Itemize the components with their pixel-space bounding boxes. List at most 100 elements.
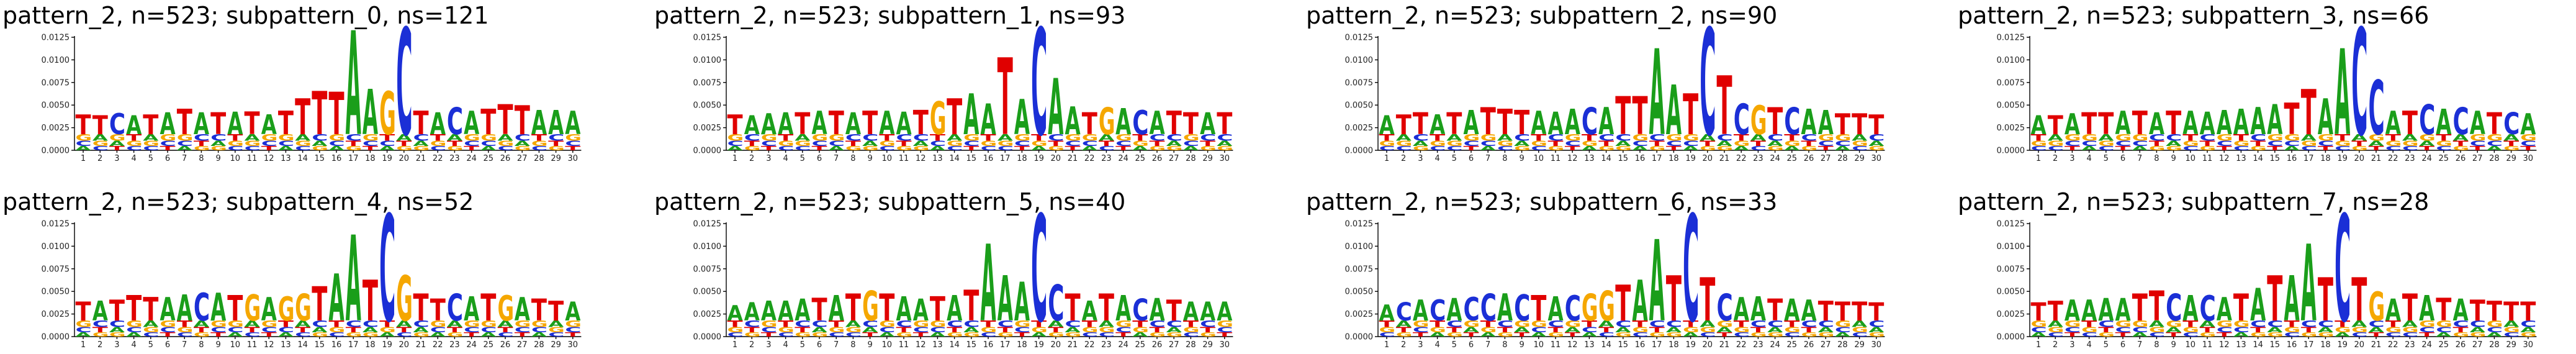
logo-letter-G: G — [413, 331, 430, 338]
logo-letter-A: A — [1700, 319, 1716, 329]
logo-letter-G: G — [2250, 331, 2267, 338]
logo-letter-T: T — [2149, 283, 2165, 330]
x-tick-label: 14 — [949, 154, 960, 163]
panel-title: pattern_2, n=523; subpattern_4, ns=52 — [2, 188, 474, 216]
logo-letter-G: G — [963, 132, 980, 143]
logo-letter-C: C — [2267, 139, 2283, 148]
x-tick-label: 27 — [517, 154, 528, 163]
logo-letter-G: G — [1430, 139, 1446, 148]
logo-letter-A: A — [761, 296, 777, 327]
logo-letter-A: A — [1031, 145, 1047, 152]
y-tick-label: 0.0050 — [693, 288, 722, 297]
logo-letter-T: T — [126, 289, 142, 329]
logo-letter-G: G — [778, 139, 795, 148]
logo-letter-G: G — [261, 319, 278, 329]
y-tick-label: 0.0075 — [42, 78, 70, 88]
logo-letter-G: G — [1818, 132, 1835, 143]
logo-letter-A: A — [980, 95, 996, 144]
y-tick-label: 0.0100 — [42, 56, 70, 65]
logo-letter-C: C — [1818, 319, 1834, 329]
logo-letter-T: T — [811, 292, 827, 328]
logo-letter-C: C — [328, 139, 345, 148]
logo-letter-C: C — [1868, 133, 1885, 143]
logo-letter-T: T — [2520, 145, 2536, 152]
logo-letter-A: A — [998, 263, 1013, 335]
x-tick-label: 9 — [867, 154, 872, 163]
logo-letter-G: G — [811, 132, 828, 143]
x-tick-label: 20 — [399, 154, 410, 163]
x-tick-label: 17 — [2304, 340, 2314, 350]
x-tick-label: 9 — [2171, 340, 2176, 350]
logo-letter-A: A — [194, 106, 209, 141]
x-tick-label: 16 — [331, 340, 342, 350]
logo-letter-C: C — [795, 145, 811, 152]
logo-letter-G: G — [2487, 319, 2503, 329]
logo-letter-G: G — [2402, 325, 2419, 334]
logo-letter-C: C — [194, 133, 210, 143]
x-tick-label: 13 — [932, 340, 943, 350]
logo-letter-G: G — [1767, 331, 1784, 338]
logo-letter-C: C — [1082, 139, 1098, 148]
logo-letter-A: A — [413, 325, 428, 334]
logo-letter-T: T — [1183, 319, 1199, 329]
x-tick-label: 21 — [416, 154, 426, 163]
x-tick-label: 10 — [230, 154, 241, 163]
logo-letter-A: A — [1166, 325, 1182, 334]
logo-letter-T: T — [1183, 107, 1199, 142]
logo-letter-G: G — [160, 132, 176, 143]
logo-letter-C: C — [413, 133, 429, 143]
x-tick-label: 3 — [114, 340, 119, 350]
x-tick-label: 3 — [766, 340, 771, 350]
logo-letter-A: A — [2452, 132, 2469, 143]
logo-letter-T: T — [727, 319, 742, 329]
x-tick-label: 14 — [297, 154, 308, 163]
logo-letter-T: T — [1750, 326, 1767, 334]
logo-letter-T: T — [963, 281, 979, 330]
x-tick-label: 1 — [1384, 154, 1389, 163]
logo-letter-G: G — [278, 132, 295, 143]
logo-letter-G: G — [531, 319, 548, 329]
logo-letter-A: A — [1734, 145, 1750, 152]
logo-letter-G: G — [177, 325, 194, 334]
logo-letter-T: T — [1582, 132, 1597, 143]
logo-letter-C: C — [1463, 139, 1479, 148]
x-tick-label: 25 — [1787, 340, 1798, 350]
logo-letter-C: C — [2048, 145, 2064, 152]
logo-letter-G: G — [980, 325, 997, 334]
logo-letter-T: T — [396, 140, 412, 148]
logo-letter-C: C — [1649, 133, 1665, 143]
logo-letter-G: G — [829, 325, 845, 334]
logo-letter-G: G — [1598, 145, 1615, 152]
logo-letter-G: G — [1200, 331, 1217, 338]
logo-letter-A: A — [2284, 263, 2299, 335]
logo-letter-C: C — [2149, 331, 2165, 338]
logo-letter-C: C — [261, 139, 277, 148]
y-tick-label: 0.0100 — [1345, 56, 1374, 65]
y-tick-label: 0.0125 — [1345, 34, 1374, 43]
logo-letter-G: G — [109, 331, 126, 338]
logo-letter-A: A — [2318, 88, 2333, 146]
logo-letter-C: C — [2385, 331, 2402, 338]
x-tick-label: 8 — [199, 340, 204, 350]
x-tick-label: 2 — [97, 340, 102, 350]
y-tick-label: 0.0000 — [42, 147, 70, 156]
logo-letter-T: T — [2436, 132, 2451, 143]
logo-letter-C: C — [126, 145, 142, 152]
x-tick-label: 18 — [1017, 340, 1027, 350]
logo-letter-C: C — [1666, 139, 1682, 148]
logo-letter-T: T — [1531, 289, 1546, 329]
logo-letter-A: A — [2149, 319, 2165, 329]
logo-letter-T: T — [2385, 319, 2401, 329]
logo-letter-G: G — [1565, 319, 1582, 329]
logo-letter-A: A — [2217, 291, 2233, 329]
logo-letter-T: T — [1082, 319, 1097, 329]
logo-letter-C: C — [1700, 0, 1716, 169]
logo-letter-T: T — [2199, 140, 2215, 148]
x-tick-label: 9 — [1519, 340, 1524, 350]
y-tick-label: 0.0100 — [1997, 242, 2025, 252]
logo-letter-C: C — [913, 325, 929, 334]
logo-letter-C: C — [227, 325, 243, 334]
logo-letter-C: C — [2436, 145, 2452, 152]
logo-letter-T: T — [531, 293, 547, 328]
logo-letter-T: T — [1379, 132, 1394, 143]
